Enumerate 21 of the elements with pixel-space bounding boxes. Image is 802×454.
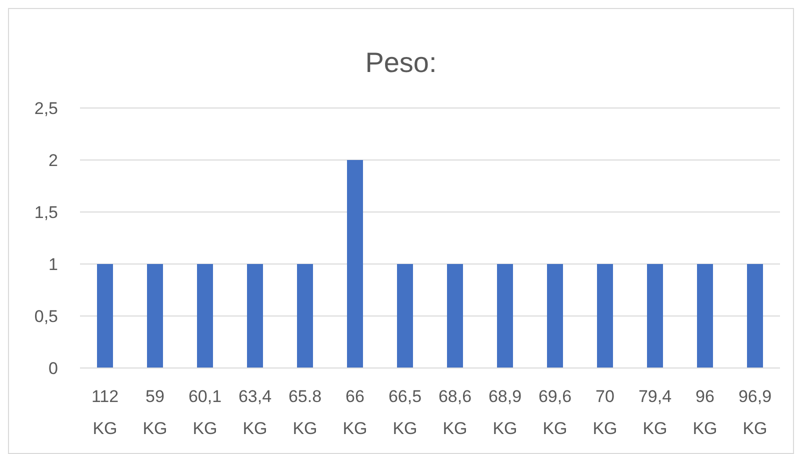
y-tick-label: 2,5 <box>34 98 58 118</box>
x-tick-label: 79,4 KG <box>638 387 672 438</box>
y-tick-label: 1,5 <box>34 202 58 222</box>
x-tick-label: 96,9 KG <box>738 387 772 438</box>
x-tick-label: 63,4 KG <box>238 387 272 438</box>
y-tick-label: 0,5 <box>34 306 58 326</box>
y-tick-label: 0 <box>48 358 58 378</box>
x-tick-label: 69,6 KG <box>538 387 572 438</box>
x-tick-label: 68,9 KG <box>488 387 522 438</box>
y-tick-label: 2 <box>48 150 58 170</box>
x-tick-label: 60,1 KG <box>188 387 222 438</box>
x-tick-label: 112 KG <box>91 387 119 438</box>
x-tick-label: 66,5 KG <box>388 387 422 438</box>
x-tick-label: 70 KG <box>592 387 618 438</box>
y-tick-label: 1 <box>48 254 58 274</box>
x-tick-label: 66 KG <box>342 387 368 438</box>
x-tick-label: 68,6 KG <box>438 387 472 438</box>
x-tick-label: 96 KG <box>692 387 718 438</box>
chart-title: Peso: <box>365 47 437 78</box>
x-tick-label: 65.8 KG <box>288 387 322 438</box>
x-tick-label: 59 KG <box>142 387 168 438</box>
